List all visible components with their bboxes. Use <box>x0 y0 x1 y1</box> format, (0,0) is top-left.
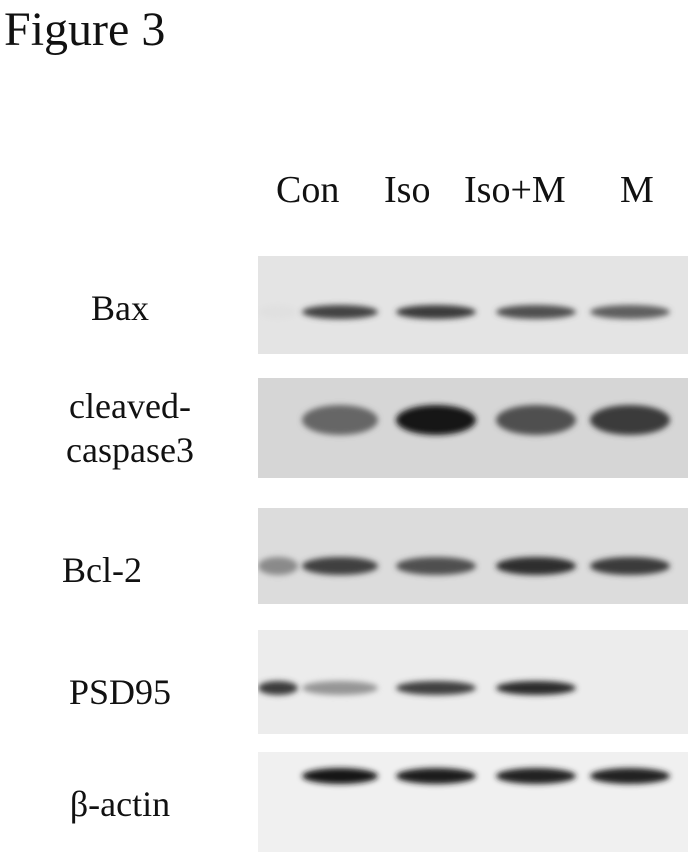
blot-band-lane-2 <box>396 681 476 695</box>
blot-bcl2 <box>258 508 688 604</box>
row-label-bax: Bax <box>91 288 149 328</box>
blot-panel-bcl2 <box>258 508 688 604</box>
row-label-cleaved-caspase3: cleaved- caspase3 <box>66 386 194 470</box>
blot-band-lane-1 <box>302 557 378 575</box>
blot-band-lane-1 <box>302 305 378 319</box>
blot-band-lane-2 <box>396 305 476 319</box>
figure-title: Figure 3 <box>4 3 166 56</box>
blot-panel-bax <box>258 256 688 354</box>
blot-panel-beta-actin <box>258 752 688 852</box>
blot-band-lane-1 <box>302 768 378 784</box>
blot-panel-psd95 <box>258 630 688 734</box>
blot-background <box>258 752 688 852</box>
blot-panel-cleaved-caspase3 <box>258 378 688 478</box>
lane-label-iso: Iso <box>384 169 431 211</box>
blot-beta-actin <box>258 752 688 852</box>
blot-background <box>258 256 688 354</box>
row-label-psd95: PSD95 <box>68 672 172 712</box>
blot-band-lane-2 <box>396 405 476 435</box>
blot-background <box>258 508 688 604</box>
blot-band-lane-4 <box>590 768 670 784</box>
blot-band-lane-4 <box>590 305 670 319</box>
blot-band-lane-0 <box>258 557 298 575</box>
row-label-bcl2: Bcl-2 <box>62 550 142 590</box>
blot-bax <box>258 256 688 354</box>
blot-band-lane-3 <box>496 768 576 784</box>
blot-band-lane-0 <box>258 305 298 319</box>
blot-band-lane-1 <box>302 405 378 435</box>
blot-band-lane-4 <box>590 405 670 435</box>
blot-psd95 <box>258 630 688 734</box>
blot-band-lane-4 <box>590 557 670 575</box>
row-label-beta-actin: β-actin <box>69 784 171 824</box>
blot-band-lane-3 <box>496 557 576 575</box>
lane-label-m: M <box>620 169 654 211</box>
blot-band-lane-3 <box>496 405 576 435</box>
blot-band-lane-1 <box>302 681 378 695</box>
blot-cleaved-caspase3 <box>258 378 688 478</box>
blot-band-lane-3 <box>496 305 576 319</box>
blot-band-lane-2 <box>396 557 476 575</box>
blot-band-lane-2 <box>396 768 476 784</box>
blot-band-lane-0 <box>258 681 298 695</box>
blot-band-lane-3 <box>496 681 576 695</box>
lane-label-con: Con <box>276 169 340 211</box>
lane-label-iso-m: Iso+M <box>464 169 566 211</box>
